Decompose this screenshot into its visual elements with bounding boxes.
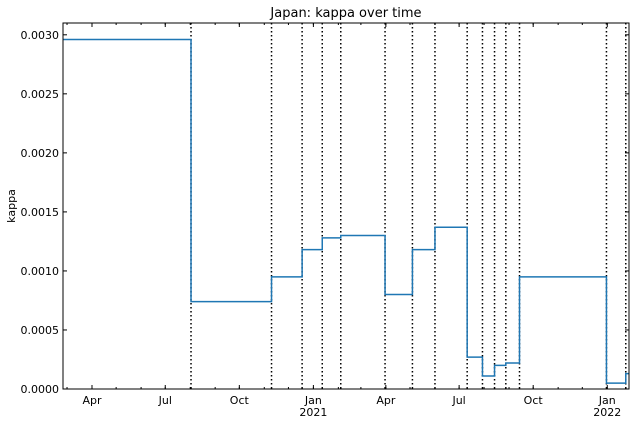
plot-area: 0.0000 0.0005 0.0010 0.0015 0.0020 0.0025 0.00…	[21, 23, 629, 419]
x-tick-label: Jul	[451, 394, 465, 407]
plot-frame	[62, 22, 630, 390]
y-axis-label: kappa	[5, 189, 18, 223]
x-tick-label: Apr	[82, 394, 102, 407]
chart-title: Japan: kappa over time	[269, 6, 421, 21]
y-tick-label: 0.0030	[21, 29, 60, 42]
x-tick-label: Jul	[158, 394, 172, 407]
y-tick-label: 0.0010	[21, 265, 60, 278]
y-tick-label: 0.0020	[21, 147, 60, 160]
x-tick-label: Jan 2021	[299, 394, 327, 419]
y-tick-label: 0.0000	[21, 383, 60, 396]
kappa-step-line	[63, 38, 629, 384]
x-tick-label: Oct	[524, 394, 544, 407]
y-tick-label: 0.0015	[21, 206, 60, 219]
x-tick-label: Jan 2022	[593, 394, 621, 419]
x-tick-label: Oct	[230, 394, 250, 407]
x-tick-label: Apr	[376, 394, 396, 407]
y-tick-label: 0.0005	[21, 324, 60, 337]
y-tick-label: 0.0025	[21, 88, 60, 101]
